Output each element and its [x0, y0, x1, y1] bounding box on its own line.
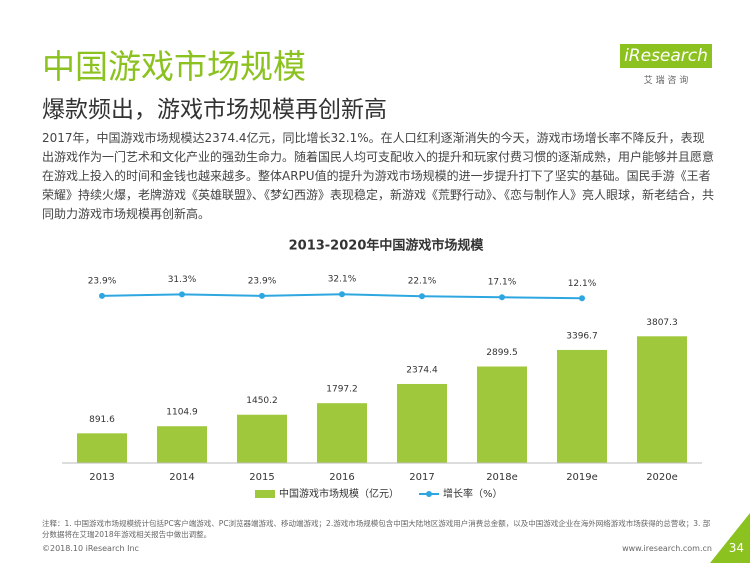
data-label: 23.9% [88, 276, 117, 286]
copyright: ©2018.10 iResearch Inc [42, 544, 139, 553]
bar [397, 383, 447, 463]
bar [77, 433, 127, 463]
bar [317, 403, 367, 463]
logo: iResearch [620, 44, 712, 68]
line-point [259, 292, 265, 299]
data-label: 31.3% [168, 275, 197, 285]
legend-swatch [255, 490, 275, 498]
body-text: 2017年，中国游戏市场规模达2374.4亿元，同比增长32.1%。在人口红利逐… [42, 131, 715, 221]
x-tick-label: 2015 [249, 472, 274, 483]
logo-sub: 艾 瑞 咨 询 [643, 76, 689, 86]
x-tick-label: 2013 [89, 472, 114, 483]
data-label: 3807.3 [646, 318, 678, 328]
data-label: 2374.4 [406, 365, 438, 375]
legend-label: 增长率（%） [443, 487, 503, 500]
page-number: 34 [728, 541, 744, 555]
subtitle: 爆款频出，游戏市场规模再创新高 [42, 97, 387, 123]
line-point [499, 294, 505, 301]
bar [237, 414, 287, 463]
data-label: 3396.7 [566, 331, 598, 341]
data-label: 2899.5 [486, 348, 518, 358]
x-tick-label: 2019e [566, 472, 598, 483]
data-label: 22.1% [408, 277, 437, 287]
data-label: 17.1% [488, 278, 517, 288]
x-tick-label: 2016 [329, 472, 354, 483]
legend-label: 中国游戏市场规模（亿元） [279, 487, 399, 500]
data-label: 1104.9 [166, 408, 198, 418]
legend-dot [426, 491, 432, 497]
bar [637, 336, 687, 463]
x-tick-label: 2018e [486, 472, 518, 483]
note: 注释：1. 中国游戏市场规模统计包括PC客户端游戏、PC浏览器端游戏、移动端游戏… [42, 519, 711, 539]
data-label: 1450.2 [246, 396, 278, 406]
bar [157, 426, 207, 463]
data-label: 23.9% [248, 276, 277, 286]
line-point [179, 291, 185, 298]
bar [557, 349, 607, 463]
line-point [99, 292, 105, 299]
data-label: 32.1% [328, 275, 357, 285]
x-tick-label: 2014 [169, 472, 194, 483]
chart-title: 2013-2020年中国游戏市场规模 [289, 238, 485, 254]
corner-shape [710, 513, 750, 563]
url: www.iresearch.com.cn [622, 544, 712, 553]
data-label: 1797.2 [326, 385, 358, 395]
line-point [419, 293, 425, 300]
line-point [579, 295, 585, 302]
corner [710, 513, 750, 563]
x-tick-label: 2020e [646, 472, 678, 483]
line-point [339, 291, 345, 298]
x-tick-label: 2017 [409, 472, 434, 483]
bar [477, 366, 527, 463]
title: 中国游戏市场规模 [42, 47, 306, 86]
data-label: 891.6 [89, 415, 115, 425]
data-label: 12.1% [568, 279, 597, 289]
